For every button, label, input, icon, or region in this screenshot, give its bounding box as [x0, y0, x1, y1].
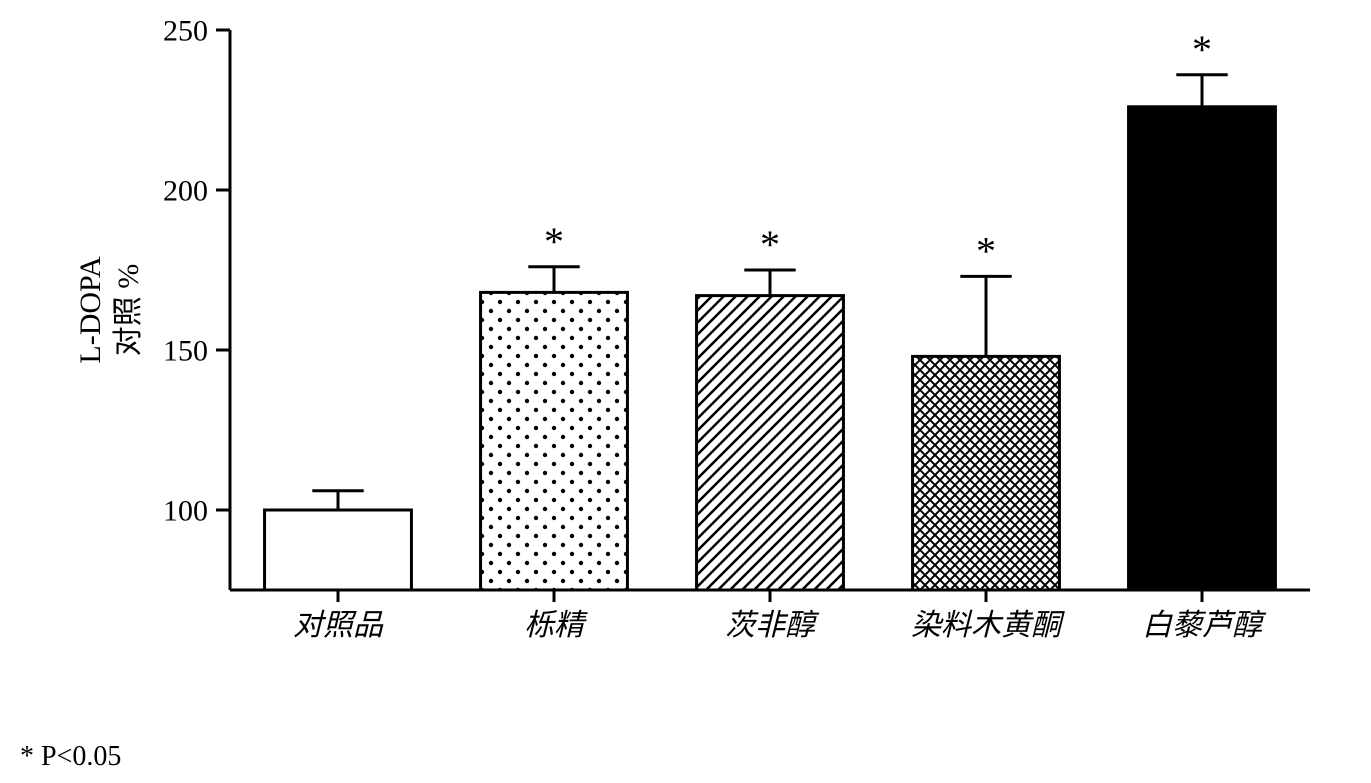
significance-marker: *	[976, 228, 996, 273]
significance-marker: *	[1192, 27, 1212, 72]
category-label: 茨非醇	[725, 609, 820, 642]
y-tick-label: 200	[163, 175, 208, 208]
category-label: 栎精	[524, 609, 588, 642]
category-label: 对照品	[293, 609, 384, 642]
y-axis-label-line1: L-DOPA	[74, 256, 107, 364]
y-tick-label: 150	[163, 335, 208, 368]
category-label: 染料木黄酮	[911, 609, 1065, 642]
bar	[697, 296, 844, 590]
bar	[913, 356, 1060, 590]
y-axis-label-line2: 对照 %	[112, 264, 145, 357]
y-tick-label: 250	[163, 15, 208, 48]
y-tick-label: 100	[163, 495, 208, 528]
bar	[265, 510, 412, 590]
bar	[481, 292, 628, 590]
bar	[1129, 107, 1276, 590]
footnote-text: * P<0.05	[20, 741, 121, 773]
bar-chart: 100 150 200 250 L-DOPA对照 % 对照品 * 栎精 * 茨非醇 * 染料木黄酮 * 白…	[0, 0, 1371, 720]
significance-marker: *	[544, 219, 564, 264]
significance-marker: *	[760, 222, 780, 267]
chart-container: 100 150 200 250 L-DOPA对照 % 对照品 * 栎精 * 茨非醇 * 染料木黄酮 * 白…	[0, 0, 1371, 783]
category-label: 白藜芦醇	[1142, 609, 1267, 642]
